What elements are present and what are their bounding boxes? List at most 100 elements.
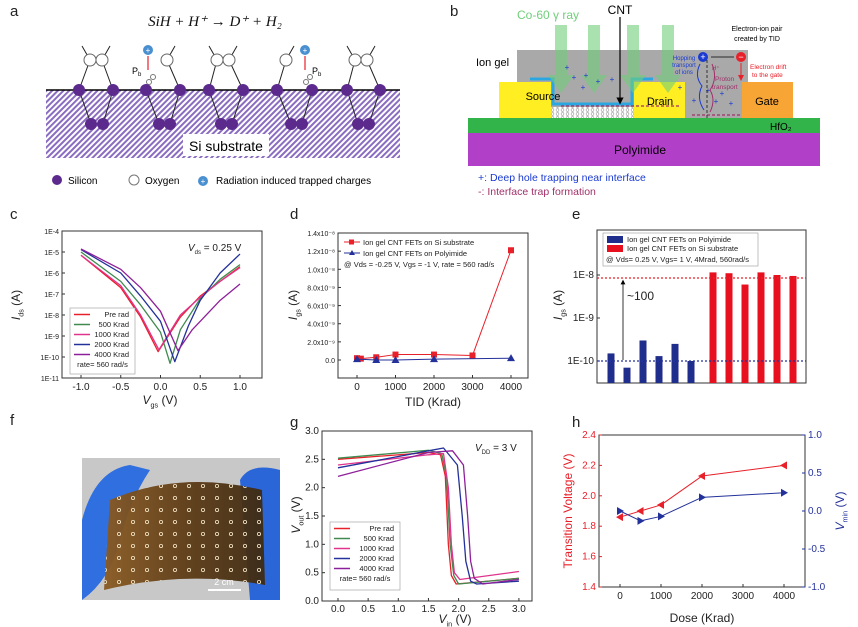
legend-label: Pre rad — [369, 524, 394, 533]
chart-g: 0.0 0.5 1.0 1.5 2.0 2.5 3.0 0.0 0.5 1.0 1.5 2.0 2.5 3… — [289, 426, 533, 627]
panel-label-c: c — [10, 206, 18, 223]
y-tick-label: 1E-10 — [567, 356, 594, 367]
x-tick-label: 2.5 — [482, 604, 496, 615]
y-tick-label: 1E-5 — [44, 250, 59, 257]
panel-label-a: a — [10, 3, 19, 20]
vds-annotation-unit: = 0.25 V — [201, 243, 242, 254]
y-tick-label: 1E-11 — [41, 376, 59, 383]
x-tick-label: 0.0 — [154, 382, 168, 393]
y-tick-label: 1E-8 — [573, 270, 595, 281]
charge-legend-icon — [198, 176, 208, 186]
series-line-4000-krad — [80, 248, 241, 352]
vdd-annotation: VDD = 3 V — [475, 443, 517, 456]
reaction-equation: SiH + H⁺ → D⁺ + H₂ — [148, 14, 282, 30]
x-tick-label: 3.0 — [512, 604, 526, 615]
y-tick-label: 1E-9 — [573, 313, 595, 324]
plus-icon: + — [146, 46, 151, 55]
ratio-label: ~100 — [627, 289, 654, 303]
y-axis-label-sub: gs — [559, 309, 568, 317]
y-axis-label-right-main: V — [833, 521, 847, 530]
y-axis-label-main: I — [9, 316, 23, 320]
y-axis-label-sub: gs — [294, 309, 303, 317]
x-tick-label: 2000 — [691, 591, 714, 602]
legend-note: rate= 560 rad/s — [340, 574, 391, 583]
bond — [208, 89, 222, 125]
y-tick-label: 2.2 — [582, 460, 596, 471]
x-axis-label-main: V — [143, 393, 152, 407]
x-tick-label: 1.5 — [421, 604, 435, 615]
pb-defect — [146, 79, 152, 85]
data-point — [699, 493, 706, 502]
hole-plus: + — [584, 71, 589, 80]
pair-label: Electron-ion pair — [732, 26, 784, 33]
gamma-ray-head — [548, 75, 574, 93]
y-tick-label: 1.4x10⁻⁸ — [307, 231, 335, 238]
y-tick-label: 1.6 — [582, 552, 596, 563]
y-tick-label: 1E-6 — [44, 271, 59, 278]
oxygen-atom — [95, 53, 109, 67]
electron-icon — [736, 52, 746, 62]
cnt-network — [551, 107, 634, 118]
hole-plus: + — [729, 99, 734, 108]
data-point — [507, 354, 515, 362]
data-point — [657, 500, 664, 509]
bar — [725, 273, 733, 383]
data-point — [430, 355, 438, 363]
bar — [671, 343, 679, 383]
y-tick-label: 0.5 — [305, 568, 319, 579]
x-axis-label-unit: (V) — [158, 393, 177, 407]
chart-c: -1.0 -0.5 0.0 0.5 1.0 1E-4 1E-5 1E-6 1E-7 1E-8 1E-… — [9, 229, 263, 410]
legend-box — [69, 307, 136, 375]
y-tick-label: 1E-8 — [44, 313, 59, 320]
silicon-atom — [164, 118, 176, 130]
y-axis-label-right-sub: min — [841, 511, 850, 523]
silicon-atom — [306, 84, 318, 96]
trapped-charge-icon — [300, 45, 310, 55]
gamma-ray-head — [655, 75, 681, 93]
data-point — [781, 488, 788, 497]
y-axis-label-main: I — [551, 316, 565, 320]
silicon-atom — [140, 84, 152, 96]
bond — [145, 89, 160, 125]
bond — [78, 89, 92, 125]
x-axis-label-sub: in — [447, 620, 453, 627]
series-line-2000-krad — [337, 447, 519, 585]
x-tick-label: 0.5 — [361, 604, 375, 615]
gate-label: Gate — [755, 96, 779, 108]
panel-b-diagram: Polyimide HfO₂ Ion gel Source Drain Gate… — [468, 3, 820, 198]
data-point — [357, 355, 364, 362]
legend-oxygen: Oxygen — [145, 176, 179, 187]
gamma-ray-shaft — [662, 25, 674, 75]
x-axis-label: Vin (V) — [439, 612, 472, 627]
y-tick-label: 1E-9 — [44, 334, 59, 341]
oxygen-atom — [160, 53, 174, 67]
y-tick-label: 3.0 — [305, 426, 319, 437]
y-axis-label-main: I — [286, 316, 300, 320]
bar — [709, 272, 717, 383]
substrate-label-box — [183, 134, 269, 156]
legend-label: 2000 Krad — [94, 340, 129, 349]
bar — [789, 275, 797, 383]
drift-label: to the gate — [752, 72, 783, 79]
series-line-4000-krad — [337, 450, 519, 585]
pair-label: created by TID — [734, 36, 780, 43]
silicon-atom — [374, 84, 386, 96]
source-electrode — [499, 82, 551, 118]
chart-h: 0 1000 2000 3000 4000 1.4 1.6 1.8 2.0 2.2 2.4 -1.0 -… — [561, 430, 850, 625]
y-axis-label: Ids (A) — [9, 290, 26, 320]
device-array — [104, 482, 265, 590]
legend-marker — [349, 239, 354, 245]
silicon-atom — [363, 118, 375, 130]
panel-label-g: g — [290, 414, 298, 431]
y-tick-label: 1.0 — [305, 539, 319, 550]
polyimide-layer — [468, 133, 820, 166]
x-axis-label-unit: (V) — [452, 612, 471, 626]
data-point — [780, 461, 787, 470]
data-point — [616, 513, 623, 522]
y-tick-label: 0.0 — [808, 506, 822, 517]
charts: -1.0 -0.5 0.0 0.5 1.01E-41E-51E-61E-71E-81E-… — [9, 229, 850, 627]
y-tick-label: -1.0 — [808, 582, 826, 593]
vdd-annotation-unit: = 3 V — [490, 443, 517, 454]
panel-label-e: e — [572, 206, 580, 223]
